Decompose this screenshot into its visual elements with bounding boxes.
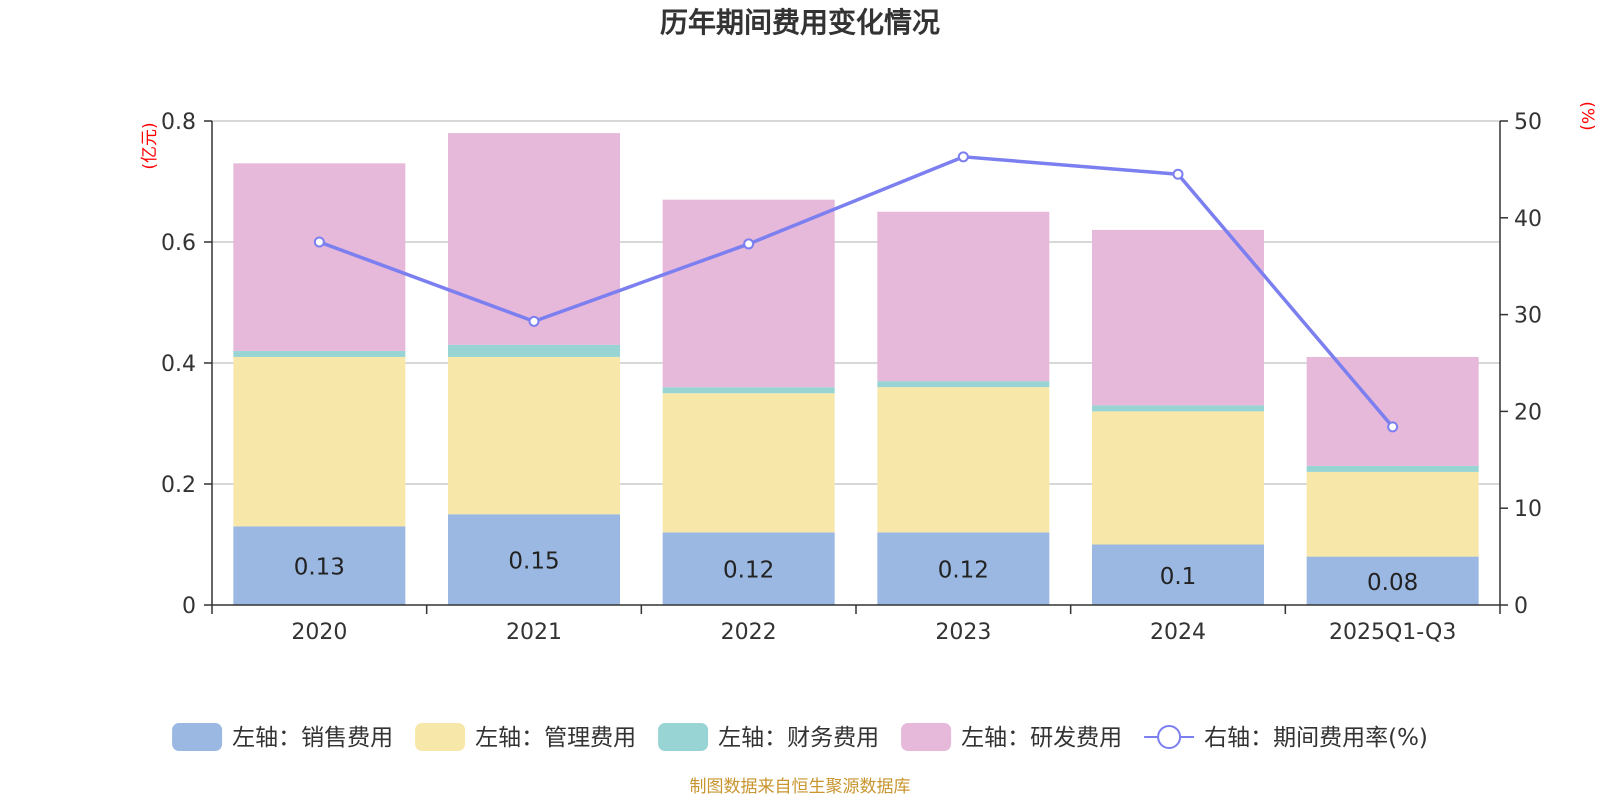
legend-item: 左轴：管理费用 bbox=[415, 723, 636, 751]
bar-segment bbox=[233, 350, 406, 357]
bar-segment bbox=[877, 532, 1050, 605]
bar-segment bbox=[877, 381, 1050, 388]
source-note: 制图数据来自恒生聚源数据库 bbox=[690, 777, 911, 797]
line-point bbox=[957, 151, 969, 163]
legend-label: 右轴：期间费用率(%) bbox=[1204, 725, 1428, 751]
legend-item: 左轴：财务费用 bbox=[658, 723, 879, 751]
legend-label: 左轴：研发费用 bbox=[961, 725, 1122, 751]
bar-segment bbox=[1306, 556, 1479, 605]
line-point bbox=[743, 238, 755, 250]
bar-data-label: 0.1 bbox=[1160, 564, 1197, 590]
legend-line-marker bbox=[1157, 725, 1182, 749]
right-tick-label: 0 bbox=[1514, 594, 1528, 619]
line-point bbox=[313, 236, 325, 248]
bar-segment bbox=[448, 133, 620, 345]
line-point bbox=[528, 315, 540, 327]
legend-label: 左轴：财务费用 bbox=[718, 725, 879, 751]
legend-item: 左轴：研发费用 bbox=[901, 723, 1122, 751]
bar-segment bbox=[1092, 405, 1264, 412]
legend-item: 右轴：期间费用率(%) bbox=[1144, 725, 1428, 751]
bar-data-label: 0.12 bbox=[938, 558, 989, 584]
left-axis-unit: (亿元) bbox=[140, 122, 160, 169]
left-tick-label: 0.6 bbox=[161, 231, 196, 256]
bar-segment bbox=[1092, 229, 1264, 406]
line-point bbox=[1387, 421, 1399, 433]
legend: 左轴：销售费用 左轴：管理费用 左轴：财务费用 左轴：研发费用 右轴：期间费用率(%) bbox=[172, 723, 1428, 751]
left-tick-label: 0.4 bbox=[161, 352, 196, 377]
x-tick-label: 2021 bbox=[506, 620, 562, 645]
bar-data-label: 0.08 bbox=[1367, 570, 1418, 596]
left-tick-label: 0 bbox=[182, 594, 196, 619]
bar-segment bbox=[1092, 544, 1264, 605]
bar-data-label: 0.15 bbox=[508, 549, 559, 575]
right-axis-unit: (%) bbox=[1577, 101, 1597, 130]
bar-segment bbox=[1306, 471, 1479, 557]
bar-segment bbox=[662, 532, 835, 605]
right-tick-label: 10 bbox=[1514, 497, 1542, 522]
bar-segment bbox=[448, 356, 620, 515]
bar-segment bbox=[233, 356, 406, 527]
legend-label: 左轴：销售费用 bbox=[232, 725, 393, 751]
x-tick-label: 2025Q1-Q3 bbox=[1329, 620, 1456, 645]
expense-rate-line bbox=[318, 155, 1395, 429]
legend-label: 左轴：管理费用 bbox=[475, 725, 636, 751]
line-layer bbox=[313, 151, 1399, 433]
x-tick-label: 2022 bbox=[721, 620, 777, 645]
bar-segment bbox=[1092, 411, 1264, 545]
left-tick-label: 0.2 bbox=[161, 473, 196, 498]
bar-segment bbox=[1306, 465, 1479, 472]
right-tick-label: 50 bbox=[1514, 110, 1542, 135]
legend-item: 左轴：销售费用 bbox=[172, 723, 393, 751]
right-tick-label: 30 bbox=[1514, 304, 1542, 329]
bar-segment bbox=[877, 211, 1050, 382]
bar-segment bbox=[233, 526, 406, 605]
right-tick-label: 20 bbox=[1514, 400, 1542, 425]
legend-swatch bbox=[415, 723, 466, 751]
bar-data-label: 0.12 bbox=[723, 558, 774, 584]
x-tick-label: 2020 bbox=[291, 620, 347, 645]
bars-layer bbox=[233, 133, 1479, 605]
left-tick-label: 0.8 bbox=[161, 110, 196, 135]
line-point bbox=[1172, 168, 1184, 180]
axis-layer: 0 0.2 0.4 0.6 0.8 0 10 20 30 40 50 2020 2021 2022 2023… bbox=[140, 101, 1597, 645]
bar-segment bbox=[1306, 356, 1479, 466]
right-tick-label: 40 bbox=[1514, 207, 1542, 232]
grid-layer bbox=[212, 120, 1500, 485]
bar-segment bbox=[662, 199, 835, 388]
bar-segment bbox=[448, 514, 620, 605]
bar-segment bbox=[662, 393, 835, 533]
legend-swatch bbox=[172, 723, 223, 751]
x-tick-label: 2024 bbox=[1150, 620, 1206, 645]
bar-segment bbox=[877, 387, 1050, 533]
labels-layer: 0.13 0.15 0.12 0.12 0.1 0.08 bbox=[294, 549, 1419, 596]
bar-data-label: 0.13 bbox=[294, 555, 345, 581]
bar-segment bbox=[662, 387, 835, 394]
legend-swatch bbox=[901, 723, 952, 751]
bar-segment bbox=[233, 163, 406, 351]
chart-title: 历年期间费用变化情况 bbox=[660, 6, 940, 39]
x-tick-label: 2023 bbox=[935, 620, 991, 645]
legend-swatch bbox=[658, 723, 709, 751]
bar-segment bbox=[448, 344, 620, 357]
